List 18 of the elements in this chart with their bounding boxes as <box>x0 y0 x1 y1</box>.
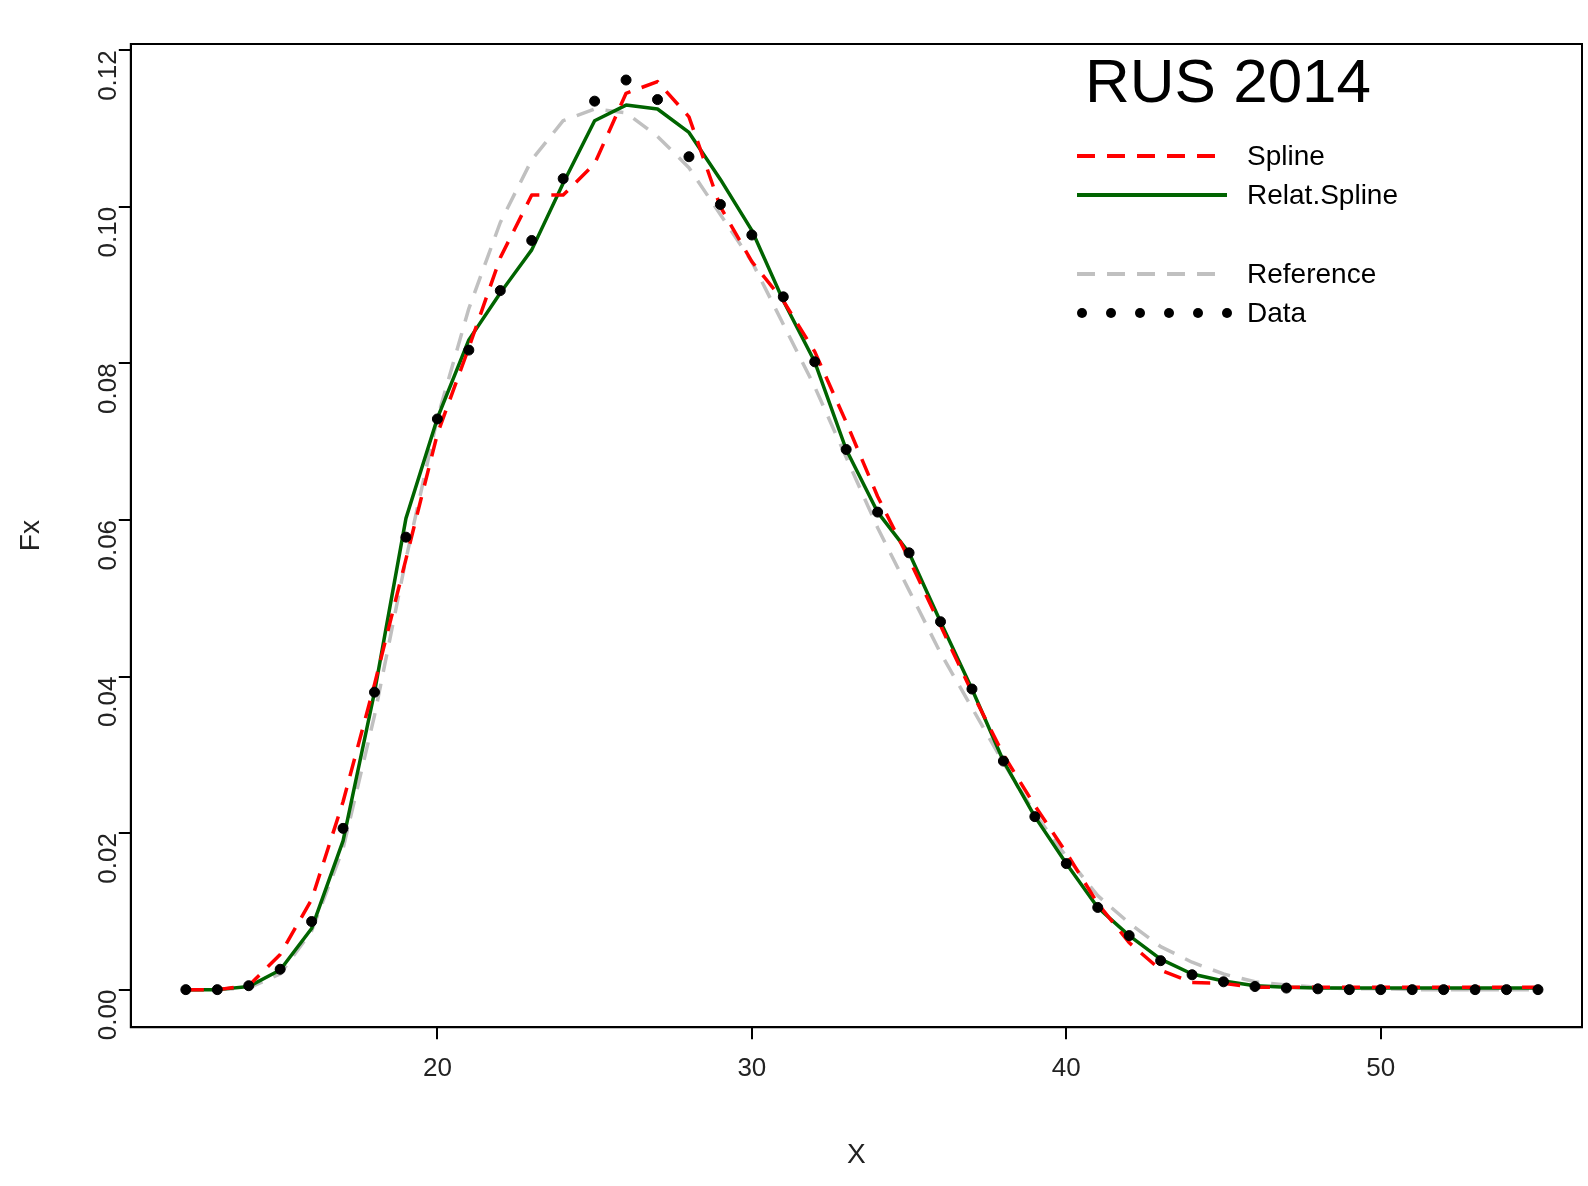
chart-title: RUS 2014 <box>1085 45 1373 116</box>
x-tick-label: 50 <box>1366 1051 1396 1082</box>
x-tick-label: 30 <box>737 1051 767 1082</box>
legend-label: Reference <box>1247 257 1377 290</box>
y-tick-label: 0.04 <box>91 676 122 728</box>
y-tick-label: 0.10 <box>91 206 122 258</box>
legend-label: Spline <box>1247 139 1325 172</box>
x-axis-title: X <box>847 1137 867 1169</box>
y-tick-label: 0.06 <box>91 519 122 571</box>
legend-label: Relat.Spline <box>1247 178 1398 211</box>
x-tick-label: 20 <box>422 1051 452 1082</box>
y-tick-label: 0.08 <box>91 363 122 414</box>
y-tick-label: 0.00 <box>91 989 122 1041</box>
y-tick-label: 0.02 <box>91 833 122 884</box>
x-tick-label: 40 <box>1051 1051 1081 1082</box>
legend-label: Data <box>1247 296 1307 329</box>
y-axis-title: Fx <box>13 520 45 552</box>
y-tick-label: 0.12 <box>91 50 122 101</box>
